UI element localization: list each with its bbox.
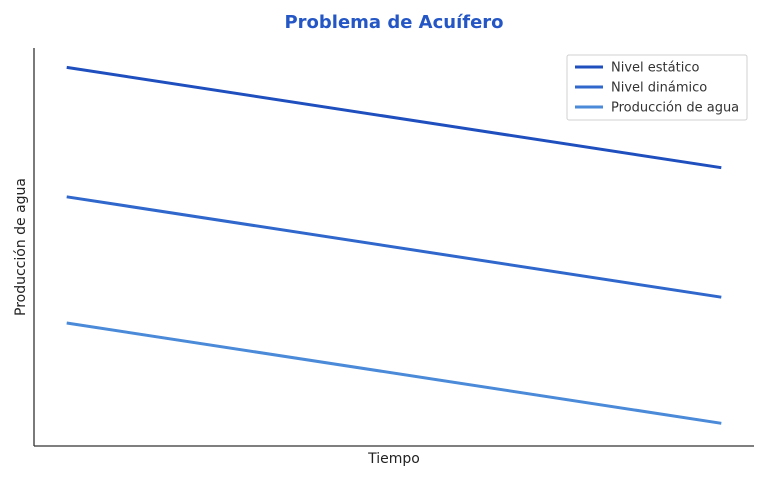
- series-line-produccion-de-agua: [66, 321, 722, 425]
- y-axis-label: Producción de agua: [13, 178, 29, 316]
- legend-label-nivel-estatico: Nivel estático: [611, 61, 699, 76]
- series-layer: [66, 65, 722, 425]
- legend-label-nivel-dinamico: Nivel dinámico: [611, 81, 707, 96]
- chart-title: Problema de Acuífero: [284, 12, 503, 33]
- legend: Nivel estático Nivel dinámico Producción d…: [566, 54, 748, 121]
- series-line-nivel-dinamico: [66, 195, 722, 299]
- series-line-nivel-estatico: [66, 65, 722, 170]
- legend-box: [566, 54, 748, 121]
- axes: [33, 48, 754, 447]
- x-axis-label: Tiempo: [367, 451, 420, 467]
- legend-label-produccion-de-agua: Producción de agua: [611, 101, 739, 116]
